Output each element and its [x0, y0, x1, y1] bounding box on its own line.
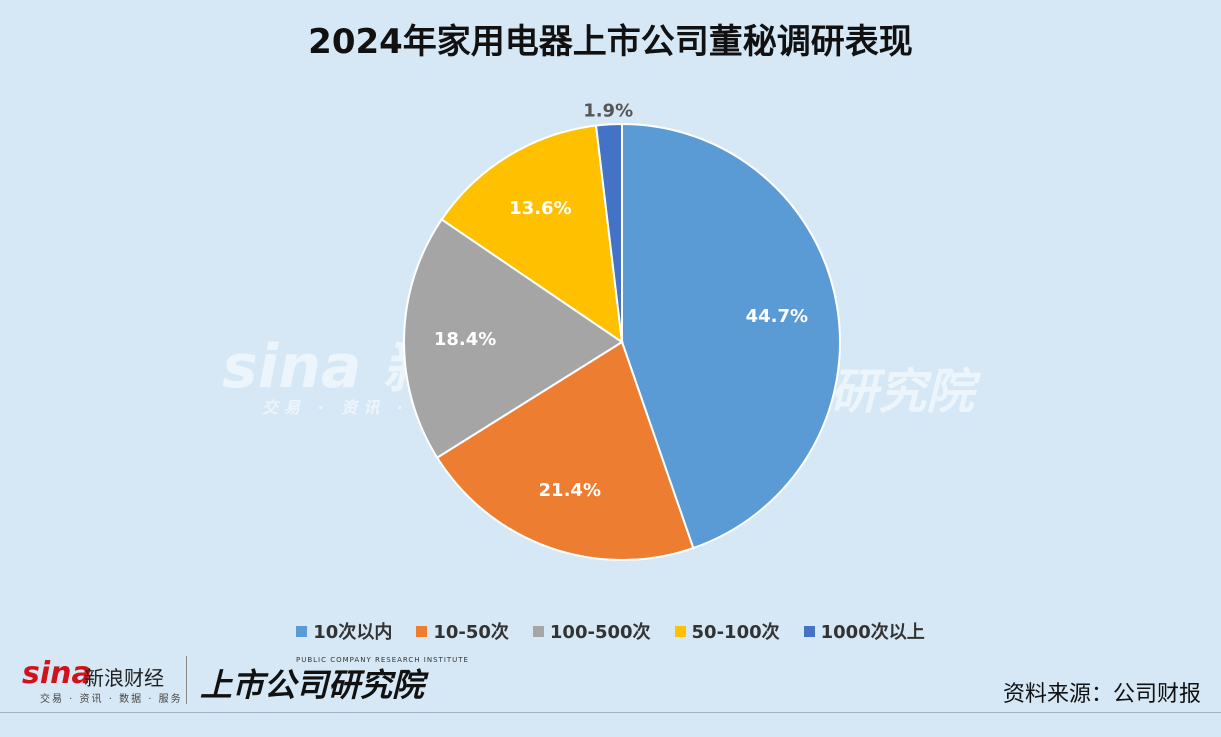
legend-label: 10-50次: [433, 622, 509, 643]
legend-label: 50-100次: [691, 622, 780, 643]
legend-item-3: 50-100次: [674, 618, 780, 644]
legend-swatch: [674, 625, 686, 637]
legend-item-0: 10次以内: [296, 618, 392, 644]
legend-label: 10次以内: [313, 622, 393, 643]
pie-data-label-4: 1.9%: [583, 100, 633, 121]
pie-data-label-0: 44.7%: [746, 306, 808, 327]
legend-swatch: [416, 625, 428, 637]
pie-slice-4: [594, 122, 623, 343]
bottom-divider: [0, 712, 1221, 713]
pie-data-label-3: 13.6%: [509, 198, 571, 219]
legend-label: 1000次以上: [820, 622, 925, 643]
legend-swatch: [296, 625, 308, 637]
sina-finance-name: 新浪财经: [84, 666, 164, 690]
legend-swatch: [532, 625, 544, 637]
footer-divider: [186, 656, 187, 704]
pie-slice-3: [440, 124, 624, 345]
pie-chart: 44.7% 21.4% 18.4% 13.6% 1.9%: [403, 100, 842, 561]
legend-item-1: 10-50次: [416, 618, 509, 644]
sina-finance-sub: 交易 · 资讯 · 数据 · 服务: [40, 694, 183, 705]
chart-legend: 10次以内 10-50次 100-500次 50-100次 1000次以上: [0, 618, 1221, 644]
sina-logo: sina: [22, 656, 92, 691]
pie-data-label-1: 21.4%: [539, 480, 601, 501]
legend-label: 100-500次: [549, 622, 651, 643]
watermark-sina-sub: 交易 · 资讯 ·: [262, 398, 409, 417]
pie-slice-2: [403, 218, 624, 460]
brand-name: 上市公司研究院: [200, 666, 425, 704]
brand-subtitle: PUBLIC COMPANY RESEARCH INSTITUTE: [296, 656, 469, 664]
legend-swatch: [803, 625, 815, 637]
pie-data-label-2: 18.4%: [434, 329, 496, 350]
source-note: 资料来源：公司财报: [1002, 682, 1201, 707]
pie-slice-0: [621, 122, 842, 550]
pie-slice-1: [435, 340, 695, 561]
legend-item-4: 1000次以上: [803, 618, 925, 644]
chart-title: 2024年家用电器上市公司董秘调研表现: [308, 22, 913, 62]
legend-item-2: 100-500次: [532, 618, 651, 644]
watermark-research-institute: 研究院: [830, 364, 975, 420]
